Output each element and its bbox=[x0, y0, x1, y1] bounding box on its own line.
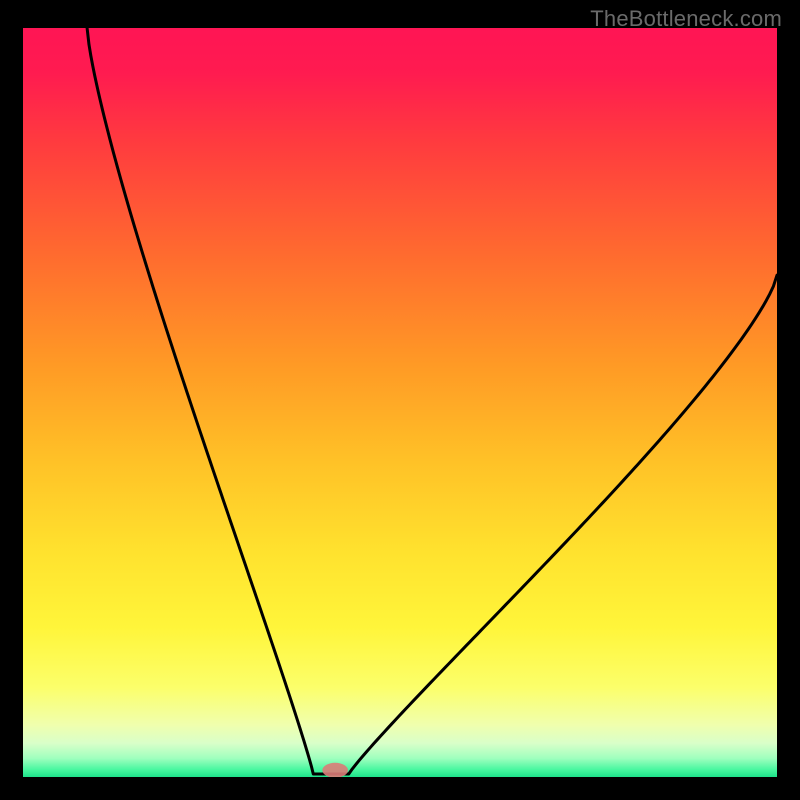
plot-frame bbox=[0, 0, 800, 800]
plot-area bbox=[23, 28, 777, 777]
gradient-background bbox=[23, 28, 777, 777]
watermark-text: TheBottleneck.com bbox=[590, 6, 782, 32]
chart-svg bbox=[23, 28, 777, 777]
